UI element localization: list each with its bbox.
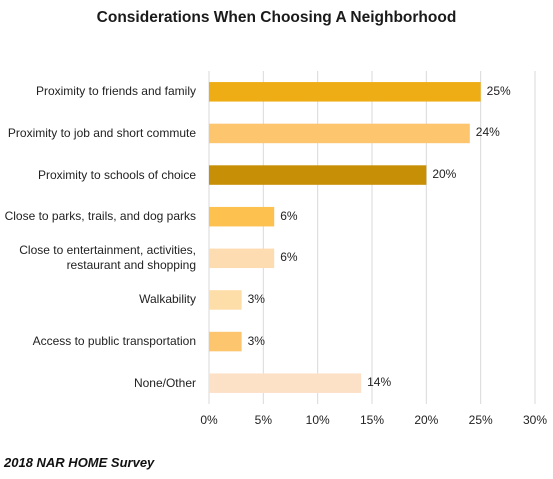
category-label: Proximity to schools of choice xyxy=(37,167,196,182)
bar xyxy=(209,331,242,352)
category-label: Close to entertainment, activities, rest… xyxy=(19,243,196,273)
x-tick-label: 15% xyxy=(359,413,385,427)
category-label: Walkability xyxy=(139,292,196,307)
chart-title: Considerations When Choosing A Neighborh… xyxy=(96,9,457,26)
x-tick-label: 5% xyxy=(254,413,272,427)
data-label: 6% xyxy=(280,208,298,223)
bar xyxy=(209,82,481,102)
x-tick-label: 25% xyxy=(468,413,493,427)
data-label: 14% xyxy=(367,375,392,390)
category-label: Proximity to friends and family xyxy=(35,84,196,99)
bar xyxy=(209,206,275,227)
bar xyxy=(209,290,242,310)
bar xyxy=(209,373,362,393)
data-label: 20% xyxy=(432,167,457,182)
data-label: 3% xyxy=(247,333,265,348)
bar xyxy=(209,248,275,269)
category-label: Close to parks, trails, and dog parks xyxy=(4,209,196,224)
x-tick-label: 30% xyxy=(522,413,548,427)
source-note: 2018 NAR HOME Survey xyxy=(4,455,155,470)
category-label: Access to public transportation xyxy=(32,334,196,349)
data-label: 24% xyxy=(475,125,500,140)
bar xyxy=(209,165,427,185)
x-tick-label: 0% xyxy=(200,413,218,427)
x-tick-label: 20% xyxy=(414,413,439,427)
data-label: 6% xyxy=(280,250,298,265)
category-label: None/Other xyxy=(133,375,196,390)
x-tick-label: 10% xyxy=(305,413,330,427)
category-label: Proximity to job and short commute xyxy=(7,125,196,140)
data-label: 25% xyxy=(486,83,511,98)
bar xyxy=(209,123,470,144)
data-label: 3% xyxy=(247,291,265,306)
